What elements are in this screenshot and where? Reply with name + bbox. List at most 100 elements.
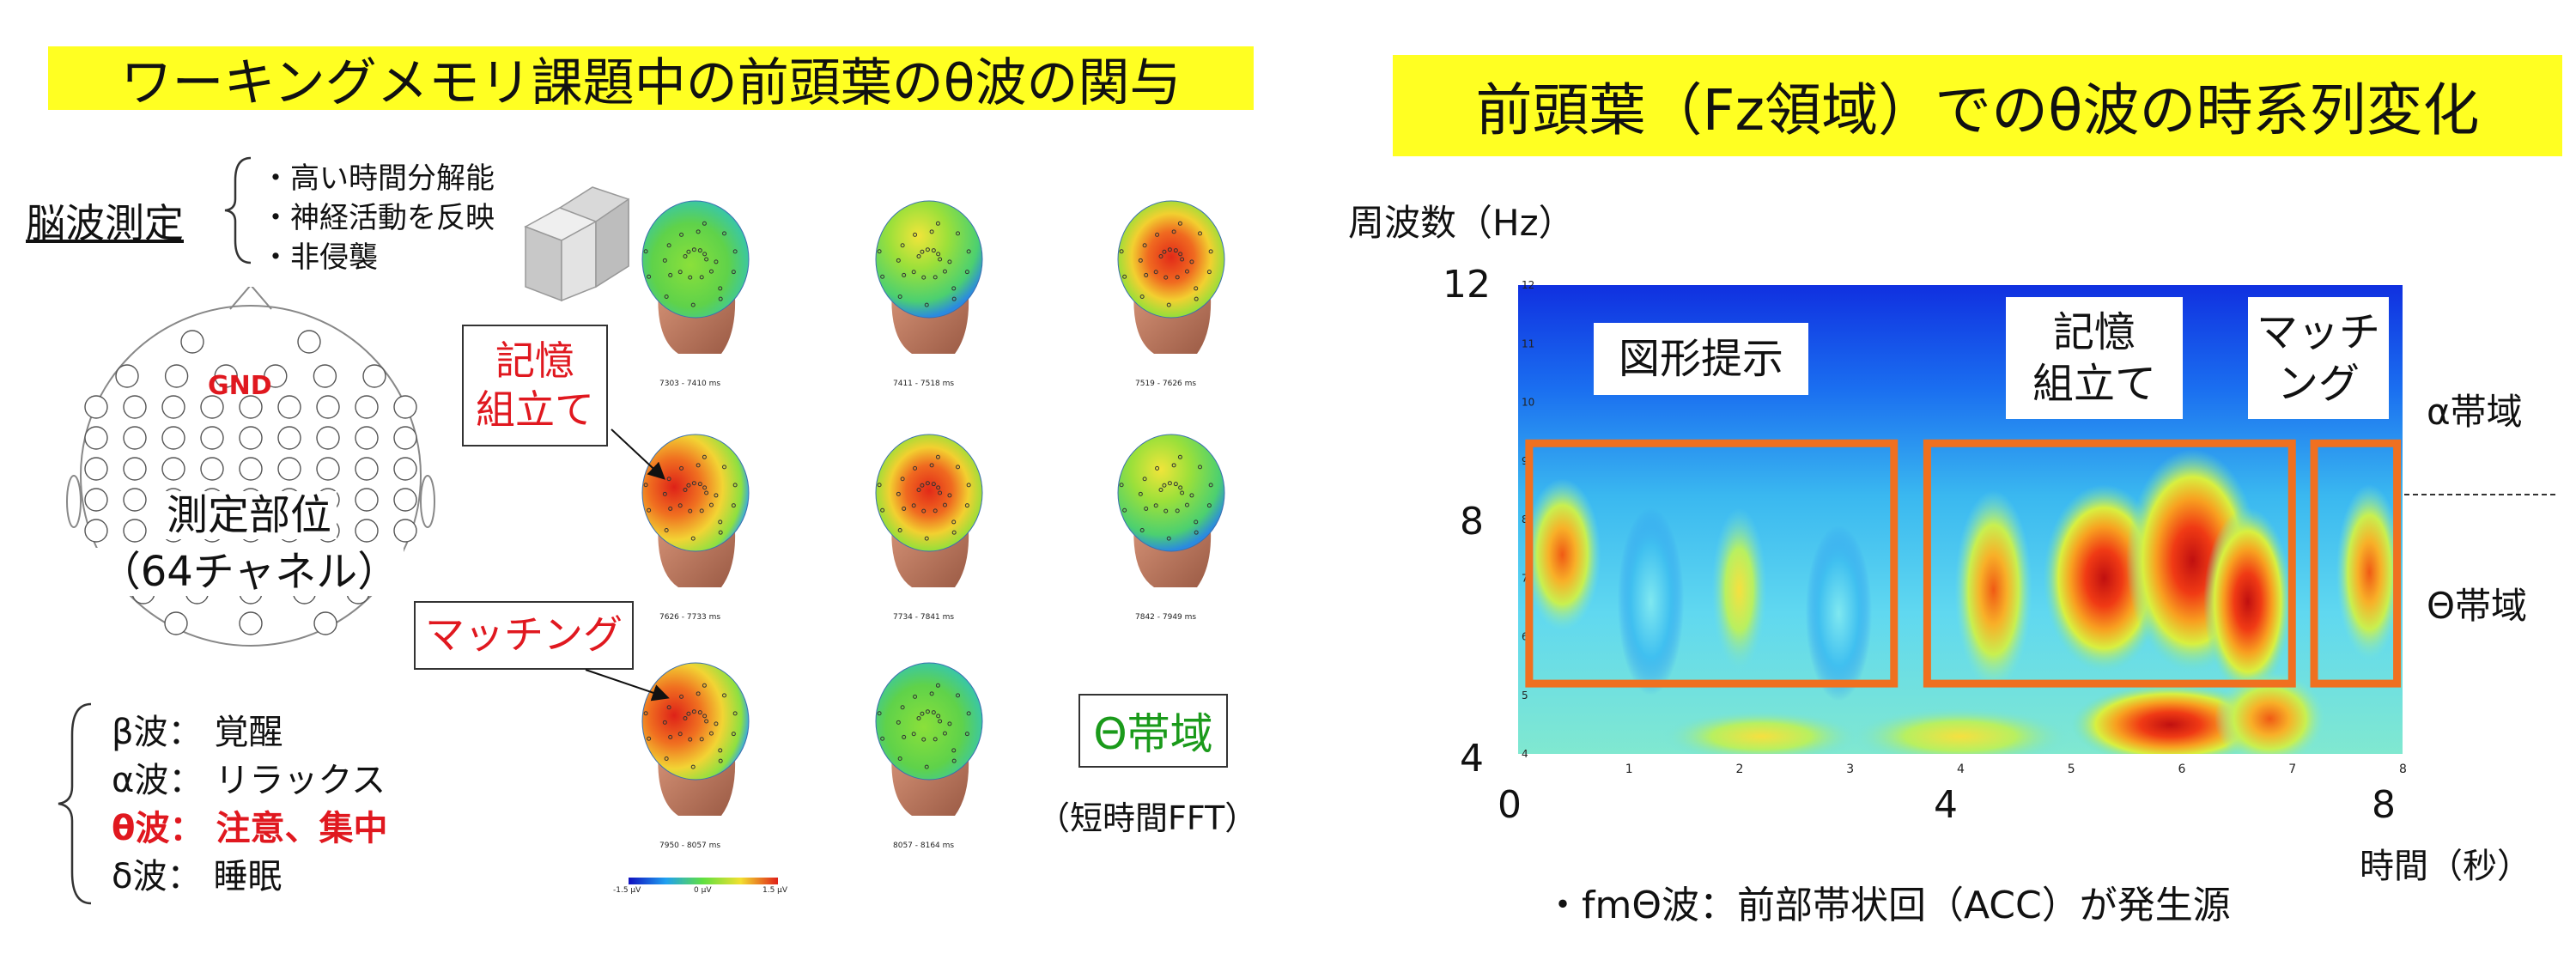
phase-memory-assembly: 記憶 組立て: [2006, 297, 2183, 419]
phase-figure-presentation-text: 図形提示: [1618, 335, 1783, 383]
colorbar-min: -1.5 μV: [613, 886, 641, 895]
electrode-dot: [239, 611, 263, 635]
electrode-dot: [180, 330, 204, 354]
electrode-dot: [355, 395, 379, 419]
spectral-power-blob: [2336, 484, 2403, 660]
topo-head: [875, 662, 983, 816]
colorbar-mid: 0 μV: [694, 886, 712, 895]
spectral-power-blob: [1850, 707, 2071, 754]
wave-beta-desc: 覚醒: [214, 713, 283, 752]
electrode-dot: [313, 364, 337, 388]
x-tick-8: 8: [2372, 783, 2396, 827]
y-minor-tick: 11: [1522, 337, 1534, 349]
y-minor-tick: 6: [1522, 631, 1528, 643]
electrode-dot: [355, 457, 379, 481]
spectral-power-blob: [1617, 507, 1685, 696]
electrode-dot: [123, 457, 147, 481]
map-caption-4: 7626 - 7733 ms: [659, 613, 721, 622]
electrode-dot: [84, 426, 108, 450]
map-caption-3: 7519 - 7626 ms: [1135, 380, 1197, 388]
head-caption-sites: 測定部位: [0, 481, 498, 541]
electrode-dot: [161, 395, 185, 419]
electrode-dot: [355, 426, 379, 450]
topo-head: [1117, 200, 1225, 354]
x-tick-0: 0: [1498, 783, 1522, 827]
callout-memory-line1: 記憶: [495, 337, 574, 384]
phase-matching-line2: ング: [2276, 360, 2360, 408]
x-minor-tick: 8: [2399, 762, 2407, 776]
electrode-dot: [316, 395, 340, 419]
wave-alpha-desc: リラックス: [215, 761, 386, 800]
electrode-dot: [362, 364, 386, 388]
wave-theta: θ波： 注意、集中: [112, 800, 387, 850]
feature-noninvasive: ・非侵襲: [261, 240, 378, 275]
feature-brace-icon: [224, 156, 252, 264]
electrode-dot: [123, 426, 147, 450]
electrode-dot: [239, 426, 263, 450]
electrode-dot: [355, 519, 379, 543]
spectral-power-blob: [1805, 525, 1872, 702]
feature-time-resolution: ・高い時間分解能: [261, 161, 495, 196]
electrode-dot: [84, 519, 108, 543]
spectral-power-blob: [1523, 478, 1601, 631]
y-minor-tick: 8: [1522, 513, 1528, 526]
wave-beta: β波： 覚醒: [112, 704, 283, 754]
y-minor-tick: 10: [1522, 397, 1534, 409]
colorbar-bar: [629, 878, 778, 884]
x-minor-tick: 4: [1957, 762, 1965, 776]
head-caption-channels-text: （64チャネル）: [94, 548, 404, 596]
phase-memory-line2: 組立て: [2032, 360, 2156, 408]
electrode-dot: [313, 611, 337, 635]
electrode-dot: [239, 457, 263, 481]
right-title: 前頭葉（Fz領域）でのθ波の時系列変化: [1475, 77, 2480, 143]
electrode-dot: [84, 395, 108, 419]
theta-band-box-text: Θ帯域: [1093, 709, 1213, 759]
box-matching-outline: [2310, 439, 2402, 688]
electrode-dot: [277, 457, 301, 481]
wave-beta-name: β波：: [112, 713, 203, 752]
box-figure-outline: [1525, 439, 1899, 688]
wave-delta: δ波： 睡眠: [112, 848, 282, 898]
electrode-dot: [123, 488, 147, 512]
theta-band-label: Θ帯域: [2427, 585, 2528, 627]
phase-matching: マッチ ング: [2248, 297, 2389, 419]
phase-memory-line1: 記憶: [2052, 308, 2136, 356]
colorbar-max: 1.5 μV: [762, 886, 788, 895]
y-tick-4: 4: [1460, 737, 1484, 781]
electrode-dot: [84, 457, 108, 481]
electrode-dot: [316, 426, 340, 450]
wave-theta-name: θ波：: [112, 809, 204, 848]
electrode-dot: [200, 426, 224, 450]
electrode-dot: [84, 488, 108, 512]
electrode-dot: [393, 426, 417, 450]
theta-band-box: Θ帯域: [1078, 694, 1228, 768]
electrode-dot: [214, 364, 238, 388]
y-minor-tick: 4: [1522, 748, 1528, 760]
electrode-dot: [316, 457, 340, 481]
fft-note: （短時間FFT）: [1037, 799, 1258, 837]
electrode-dot: [161, 457, 185, 481]
y-minor-tick: 9: [1522, 455, 1528, 467]
wave-alpha: α波： リラックス: [112, 752, 386, 802]
right-title-banner: 前頭葉（Fz領域）でのθ波の時系列変化: [1393, 55, 2562, 156]
electrode-dot: [164, 611, 188, 635]
topo-head: [1117, 434, 1225, 587]
spectral-power-blob: [2215, 671, 2325, 754]
y-minor-tick: 7: [1522, 572, 1528, 584]
left-title-banner: ワーキングメモリ課題中の前頭葉のθ波の関与: [48, 46, 1254, 113]
left-title: ワーキングメモリ課題中の前頭葉のθ波の関与: [120, 52, 1182, 113]
x-minor-tick: 3: [1846, 762, 1854, 776]
electrode-dot: [393, 519, 417, 543]
step-block-icon: [524, 186, 629, 302]
electrode-dot: [277, 426, 301, 450]
electrode-dot: [123, 519, 147, 543]
eeg-measurement-label: 脳波測定: [26, 200, 184, 246]
map-caption-6: 7842 - 7949 ms: [1135, 613, 1197, 622]
phase-matching-line1: マッチ: [2256, 308, 2380, 356]
y-tick-8: 8: [1460, 500, 1484, 544]
spectral-power-blob: [2203, 507, 2293, 696]
electrode-dot: [200, 457, 224, 481]
topo-head: [875, 200, 983, 354]
topography-grid: [629, 200, 1225, 884]
band-divider: [2404, 494, 2559, 495]
